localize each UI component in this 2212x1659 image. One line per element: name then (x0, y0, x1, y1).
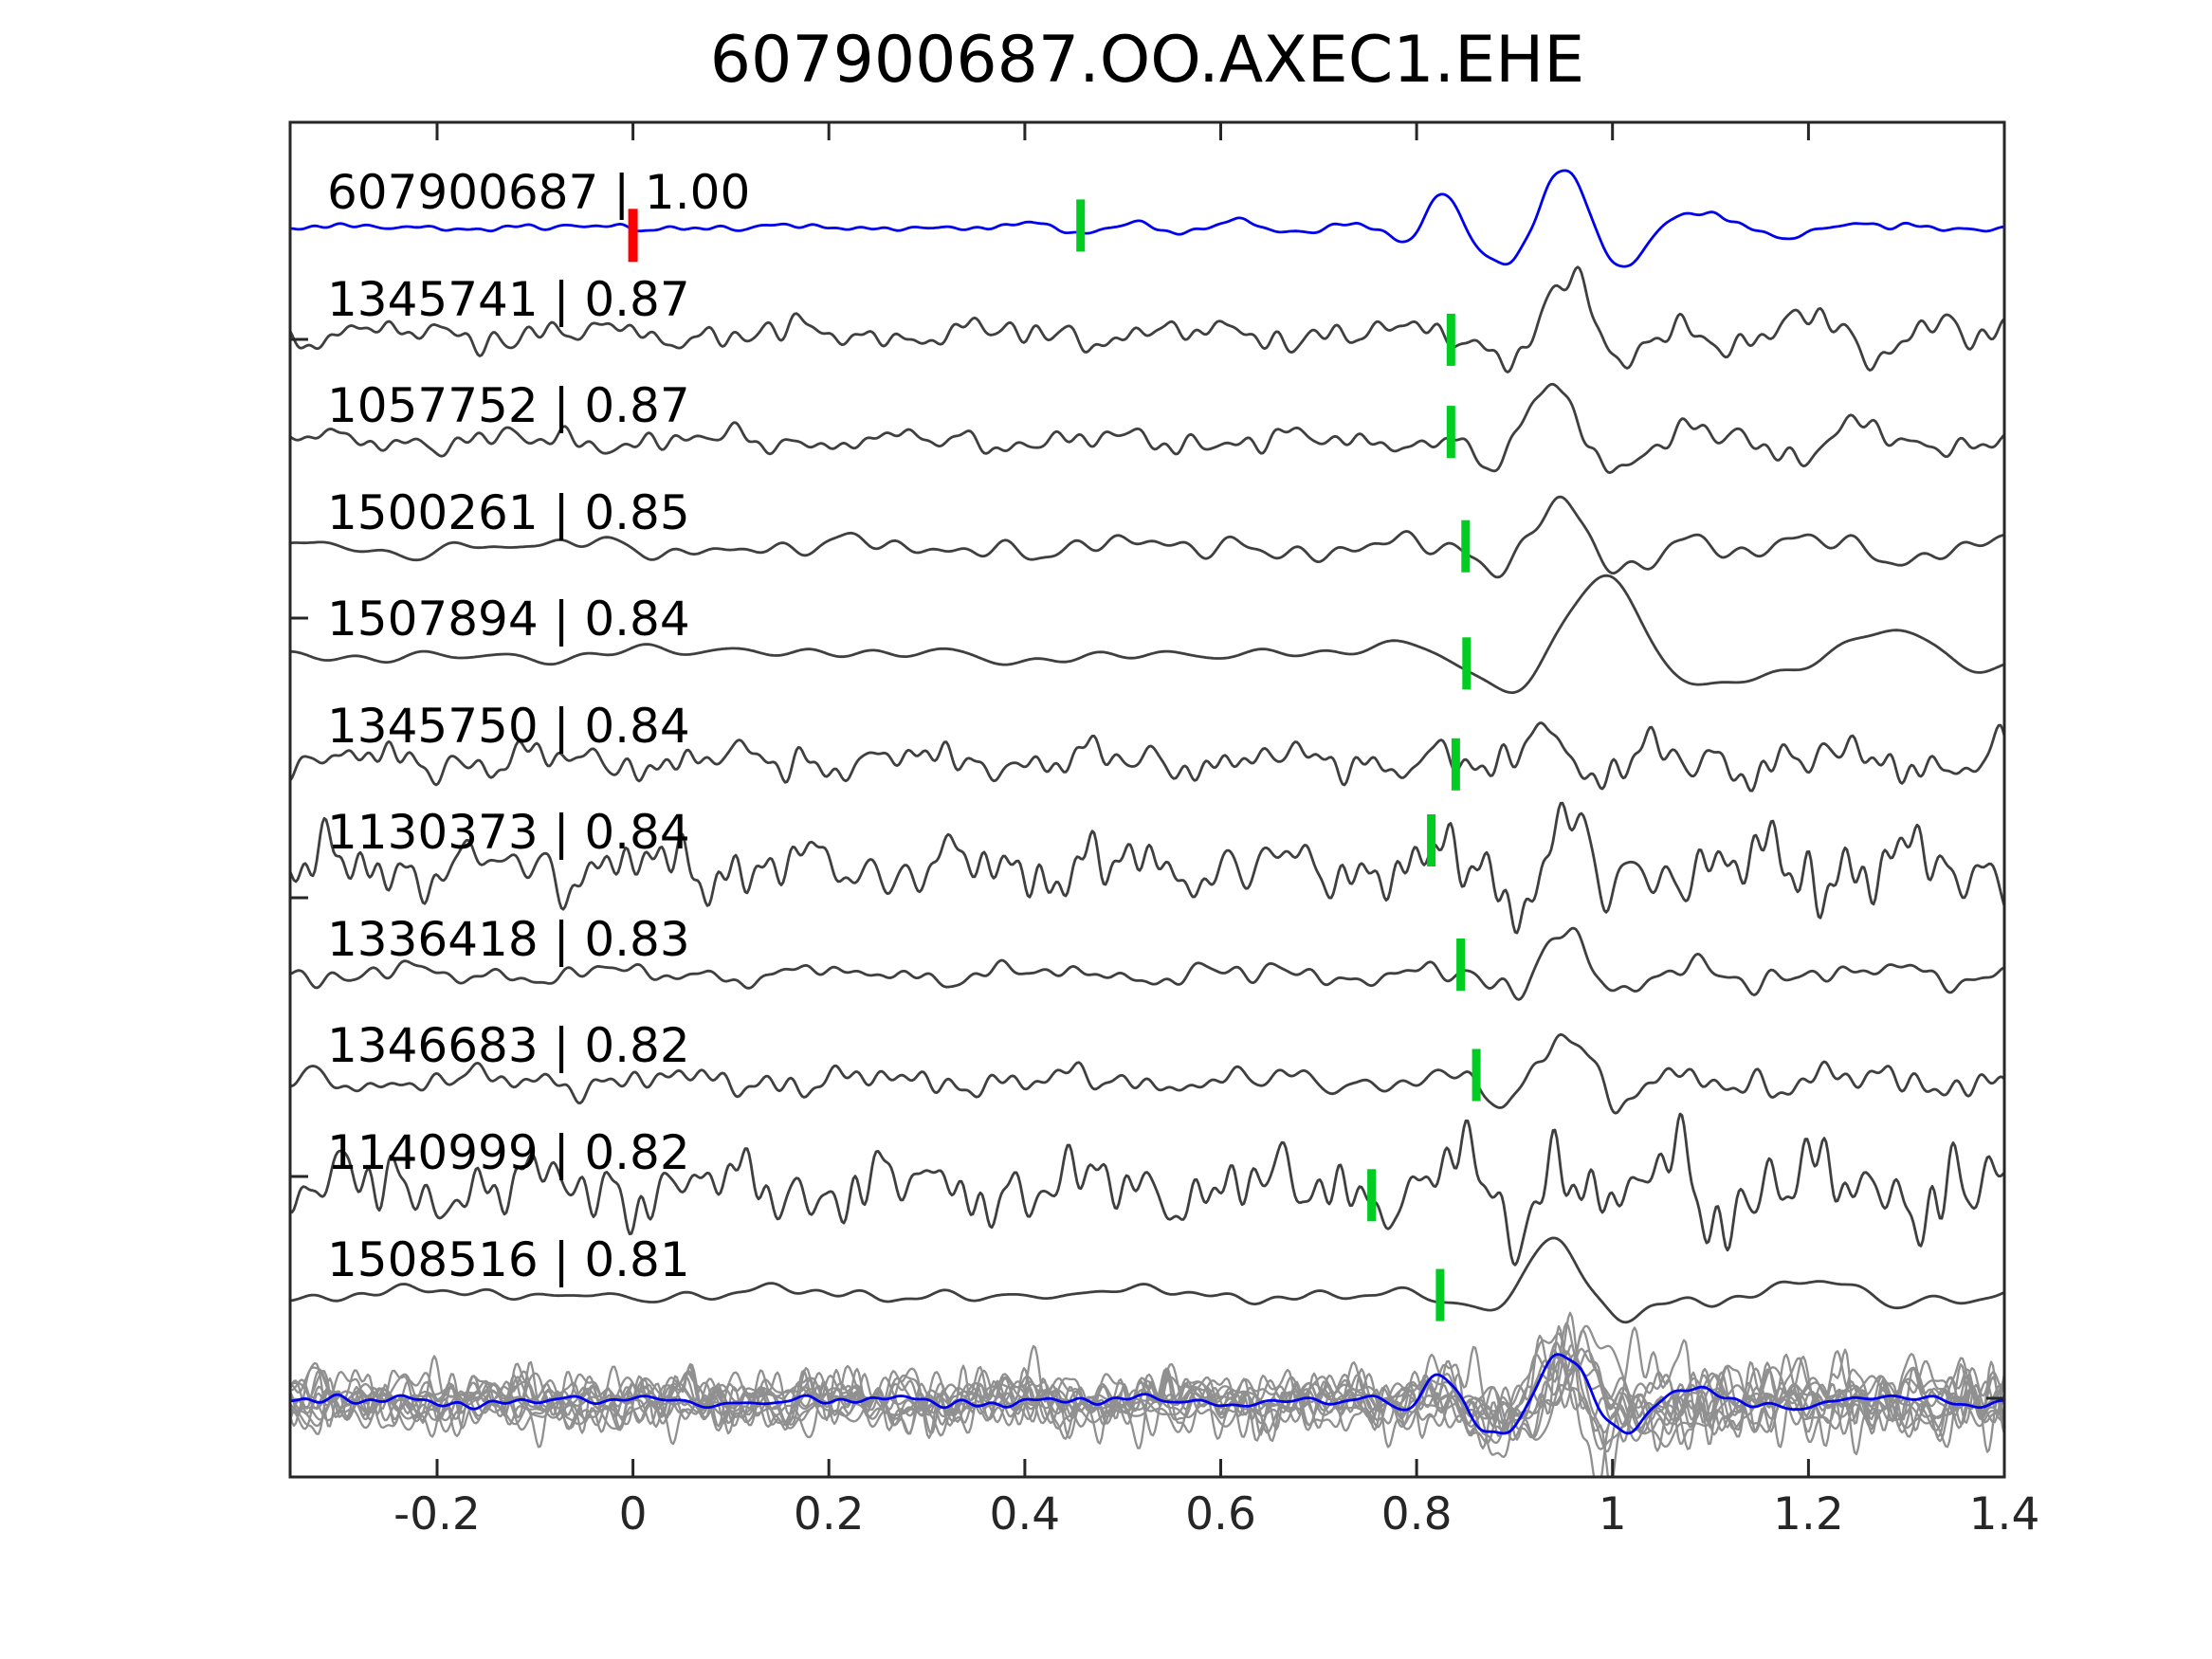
x-tick-label: 1 (1598, 1488, 1627, 1540)
pick-marker (1367, 1169, 1377, 1222)
detection-trace (290, 1236, 2004, 1324)
traces-group (290, 169, 2004, 1477)
trace-label: 1500261 | 0.85 (327, 484, 690, 540)
stack-template-trace (290, 1353, 2004, 1435)
trace-label: 1346683 | 0.82 (327, 1018, 690, 1074)
pick-marker (1472, 1048, 1481, 1102)
pick-marker (1446, 313, 1455, 366)
x-tick-label: 0 (618, 1488, 648, 1540)
x-tick-label: 0.4 (989, 1488, 1061, 1540)
trace-label: 1345750 | 0.84 (327, 698, 690, 754)
detection-trace (290, 1112, 2004, 1267)
stack-member-trace (290, 1326, 2004, 1477)
x-tick-label: 1.2 (1772, 1488, 1844, 1540)
pick-marker (1435, 1268, 1445, 1322)
trace-label: 1507894 | 0.84 (327, 592, 690, 647)
trace-label: 1345741 | 0.87 (327, 271, 690, 327)
detection-trace (290, 495, 2004, 579)
origin-marker (628, 209, 638, 263)
axes-spines (288, 120, 2006, 1479)
pick-marker (1462, 637, 1472, 690)
detection-trace (290, 265, 2004, 374)
trace-label: 1140999 | 0.82 (327, 1124, 690, 1180)
detection-trace (290, 926, 2004, 1001)
stack-member-trace (290, 1349, 2004, 1443)
pick-marker (1451, 738, 1460, 791)
x-tick-label: -0.2 (393, 1488, 481, 1540)
detection-trace (290, 1032, 2004, 1115)
x-tick-label: 1.4 (1968, 1488, 2040, 1540)
trace-label: 1336418 | 0.83 (327, 911, 690, 967)
pick-marker (1456, 939, 1466, 991)
trace-label: 607900687 | 1.00 (327, 165, 751, 220)
pick-marker (1446, 406, 1455, 459)
stack-member-trace (290, 1324, 2004, 1449)
detection-trace (290, 801, 2004, 935)
figure-title: 607900687.OO.AXEC1.EHE (709, 23, 1585, 98)
detection-trace (290, 382, 2004, 474)
trace-label: 1130373 | 0.84 (327, 805, 690, 861)
x-tick-label: 0.8 (1380, 1488, 1453, 1540)
pick-marker (1461, 520, 1471, 573)
trace-label: 1057752 | 0.87 (327, 378, 690, 434)
pick-marker (1427, 814, 1436, 866)
detection-trace (290, 574, 2004, 694)
x-tick-label: 0.2 (793, 1488, 865, 1540)
pick-marker (1076, 199, 1086, 252)
x-tick-label: 0.6 (1185, 1488, 1256, 1540)
trace-label: 1508516 | 0.81 (327, 1231, 690, 1287)
template-trace (290, 169, 2004, 268)
detection-trace (290, 721, 2004, 793)
